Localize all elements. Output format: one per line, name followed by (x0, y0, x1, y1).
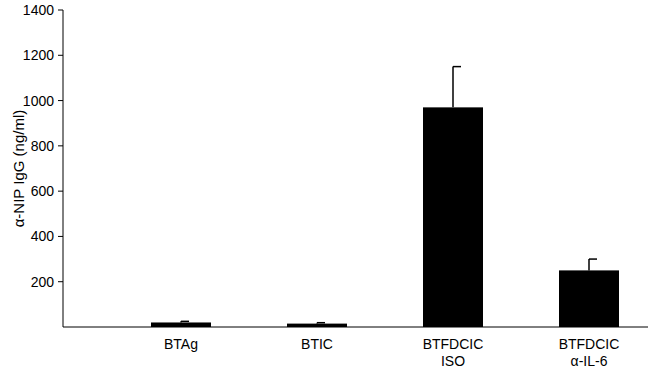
y-tick (58, 191, 63, 192)
y-tick (58, 10, 63, 11)
bar (151, 322, 211, 327)
bars (151, 67, 619, 327)
x-tick-label: BTFDCICISO (423, 336, 484, 369)
bar (287, 324, 347, 327)
error-bar (589, 259, 597, 270)
y-tick (58, 145, 63, 146)
chart: 200 400 600 800 1000 1200 1400 α-NIP IgG (ng/ml… (0, 0, 650, 374)
y-tick-label: 600 (31, 183, 55, 199)
bar (423, 107, 483, 327)
error-bar (317, 322, 325, 324)
y-axis-label: α-NIP IgG (ng/ml) (10, 110, 27, 228)
bar (559, 270, 619, 327)
y-tick-label: 1000 (23, 93, 54, 109)
y-tick (58, 55, 63, 56)
y-tick (58, 236, 63, 237)
error-bar (453, 67, 461, 108)
y-tick-label: 1200 (23, 47, 54, 63)
y-tick-label: 400 (31, 228, 55, 244)
chart-container: 200 400 600 800 1000 1200 1400 α-NIP IgG (ng/ml… (0, 0, 650, 374)
y-tick-label: 200 (31, 274, 55, 290)
y-axis (63, 10, 64, 327)
x-tick-label: BTFDCICα-IL-6 (559, 336, 620, 369)
x-tick-label: BTAg (164, 336, 198, 352)
y-tick (58, 281, 63, 282)
x-tick-label: BTIC (301, 336, 333, 352)
y-tick-label: 800 (31, 138, 55, 154)
error-bar (181, 321, 189, 322)
y-tick-label: 1400 (23, 2, 54, 18)
y-tick (58, 100, 63, 101)
